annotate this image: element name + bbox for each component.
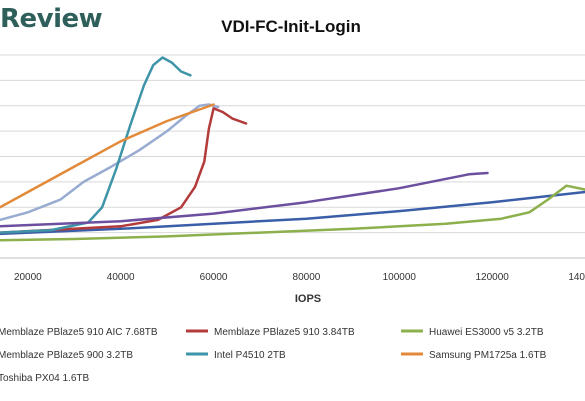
series-line-3 bbox=[0, 103, 220, 222]
x-axis-label: IOPS bbox=[295, 293, 321, 305]
legend: Memblaze PBlaze5 910 AIC 7.68TB Memblaze … bbox=[0, 327, 547, 384]
series-line-2 bbox=[0, 184, 585, 242]
x-tick-label-3: 80000 bbox=[293, 272, 321, 283]
x-tick-label-5: 120000 bbox=[475, 272, 509, 283]
series-line-1 bbox=[0, 107, 248, 234]
series-line-4 bbox=[0, 56, 192, 234]
series-line-6 bbox=[0, 171, 489, 228]
series-line-0 bbox=[0, 190, 585, 236]
legend-label-4: Intel P4510 2TB bbox=[214, 350, 286, 361]
x-tick-label-2: 60000 bbox=[200, 272, 228, 283]
series-line-5 bbox=[0, 103, 215, 209]
chart-title: VDI-FC-Init-Login bbox=[221, 17, 361, 36]
x-tick-label-0: 20000 bbox=[14, 272, 42, 283]
legend-label-1: Memblaze PBlaze5 910 3.84TB bbox=[214, 327, 355, 338]
legend-label-5: Samsung PM1725a 1.6TB bbox=[429, 350, 547, 361]
x-tick-labels: 20000 40000 60000 80000 100000 120000 140000 bbox=[14, 272, 585, 283]
gridlines bbox=[0, 54, 585, 234]
x-tick-label-6: 140000 bbox=[568, 272, 585, 283]
legend-label-3: Memblaze PBlaze5 900 3.2TB bbox=[0, 350, 133, 361]
legend-label-0: Memblaze PBlaze5 910 AIC 7.68TB bbox=[0, 327, 158, 338]
legend-label-2: Huawei ES3000 v5 3.2TB bbox=[429, 327, 544, 338]
x-tick-label-4: 100000 bbox=[383, 272, 417, 283]
brand-wordmark: Review bbox=[0, 4, 103, 34]
x-tick-label-1: 40000 bbox=[107, 272, 135, 283]
legend-label-6: Toshiba PX04 1.6TB bbox=[0, 373, 89, 384]
series-lines bbox=[0, 56, 585, 242]
